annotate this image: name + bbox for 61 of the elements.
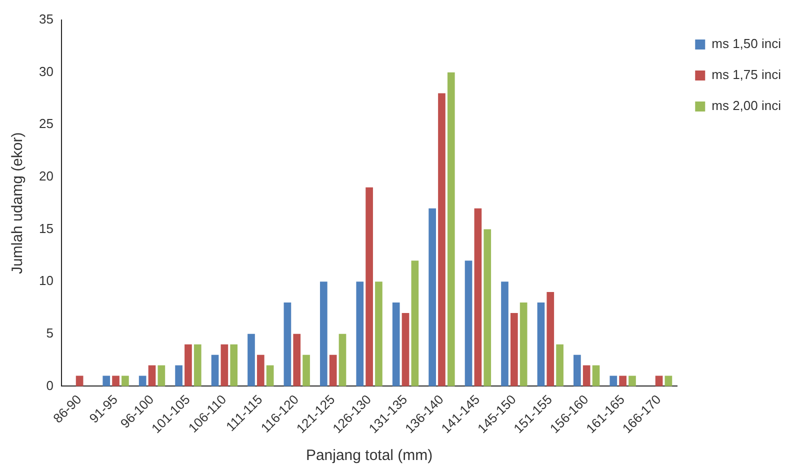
bar <box>158 365 166 386</box>
bar <box>293 334 301 386</box>
bar <box>428 208 436 386</box>
bar <box>320 282 328 386</box>
bar <box>138 376 146 386</box>
bar <box>556 344 564 386</box>
legend-label: ms 1,75 inci <box>712 67 782 82</box>
bar <box>211 354 219 386</box>
bar <box>582 365 590 386</box>
bar <box>520 302 528 386</box>
bar <box>256 354 264 386</box>
bar <box>574 354 581 386</box>
bar <box>366 187 373 386</box>
bar <box>248 334 255 386</box>
bar <box>76 376 84 386</box>
bar <box>112 376 120 386</box>
bar <box>220 344 228 386</box>
bar <box>329 354 337 386</box>
bar <box>230 344 238 386</box>
bar <box>122 376 129 386</box>
bar <box>664 376 672 386</box>
bar <box>148 365 156 386</box>
y-tick-label: 30 <box>38 64 54 79</box>
bar <box>284 302 292 386</box>
bar <box>338 334 346 386</box>
legend-label: ms 2,00 inci <box>712 98 782 114</box>
bar <box>375 282 382 386</box>
bar <box>537 302 545 386</box>
bar <box>474 208 482 386</box>
bar <box>447 72 455 386</box>
y-tick-label: 10 <box>38 273 54 288</box>
bar <box>392 302 400 386</box>
bar <box>510 312 518 386</box>
bar <box>302 354 310 386</box>
y-tick-label: 25 <box>38 116 54 132</box>
bar <box>546 292 554 386</box>
x-axis-title: Panjang total (mm) <box>306 447 433 464</box>
bar <box>266 365 274 386</box>
y-tick-label: 5 <box>46 325 54 340</box>
y-axis-title: Jumlah udamg (ekor) <box>9 132 26 274</box>
bar <box>619 376 626 386</box>
bar <box>655 376 663 386</box>
bar <box>484 229 492 386</box>
bar <box>102 376 110 386</box>
bar <box>628 376 636 386</box>
y-tick-label: 20 <box>38 168 54 184</box>
bar <box>194 344 202 386</box>
bar <box>175 365 182 386</box>
bar <box>438 93 446 386</box>
bar <box>411 260 419 386</box>
bar <box>592 365 600 386</box>
bar <box>501 282 508 386</box>
legend-label: ms 1,50 inci <box>712 36 782 52</box>
y-tick-label: 0 <box>46 378 54 393</box>
bar <box>464 260 472 386</box>
y-tick-label: 15 <box>38 220 54 236</box>
y-tick-label: 35 <box>38 12 54 27</box>
bar <box>402 312 410 386</box>
bar <box>610 376 618 386</box>
bar <box>184 344 192 386</box>
bar <box>356 282 364 386</box>
